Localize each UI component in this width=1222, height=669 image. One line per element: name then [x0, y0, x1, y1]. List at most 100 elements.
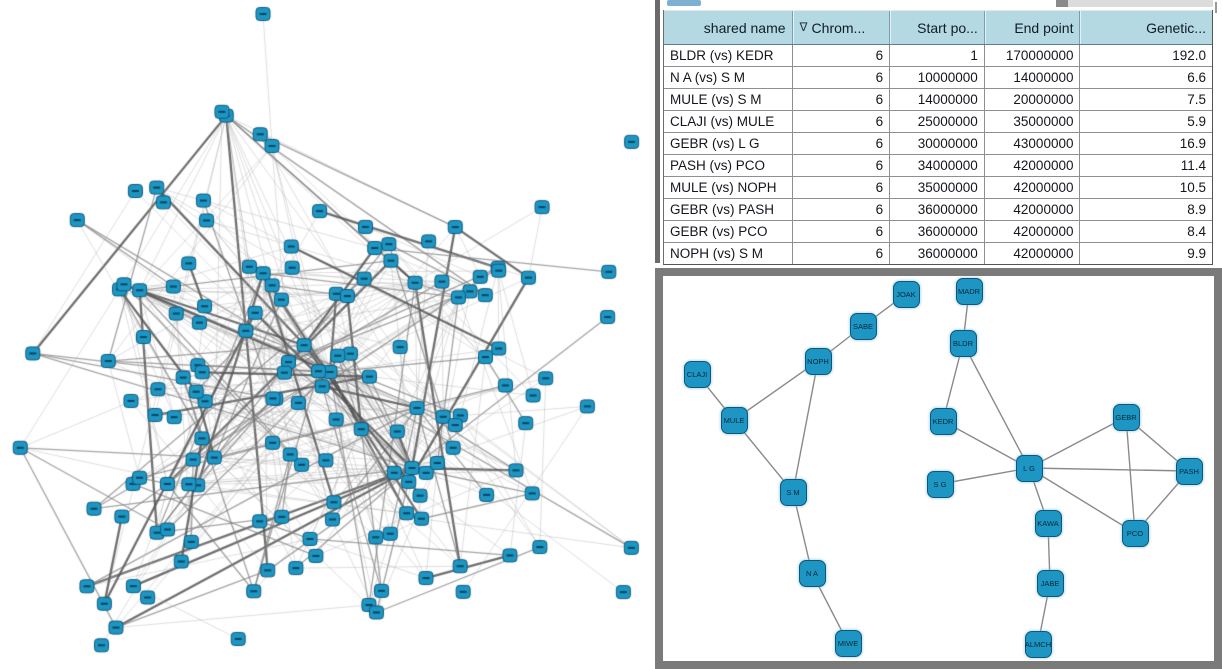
- node-label: JABE: [1040, 578, 1060, 588]
- sort-descending-icon: ∇: [799, 19, 808, 34]
- table-cell: 25000000: [890, 111, 985, 132]
- table-row[interactable]: PASH (vs) PCO 6 34000000 42000000 11.4: [664, 155, 1212, 177]
- table-row[interactable]: GEBR (vs) PCO 6 36000000 42000000 8.4: [664, 221, 1212, 243]
- node-joak[interactable]: JOAK: [892, 280, 920, 308]
- node-almch[interactable]: ALMCH: [1024, 630, 1052, 658]
- table-row[interactable]: GEBR (vs) L G 6 30000000 43000000 16.9: [664, 133, 1212, 155]
- subnetwork-edge[interactable]: [1028, 467, 1190, 472]
- node-label: MIWE: [837, 638, 859, 648]
- node-n-a[interactable]: N A: [798, 559, 826, 587]
- node-gebr[interactable]: GEBR: [1112, 403, 1140, 431]
- column-header-label: End point: [1014, 19, 1074, 36]
- subnetwork-edge[interactable]: [939, 467, 1030, 485]
- node-jabe[interactable]: JABE: [1036, 569, 1064, 597]
- table-cell: NOPH (vs) S M: [664, 243, 793, 264]
- table-cell: 6: [793, 133, 891, 154]
- table-row[interactable]: MULE (vs) NOPH 6 35000000 42000000 10.5: [664, 177, 1212, 199]
- column-header-label: Chrom...: [811, 19, 866, 36]
- node-claji[interactable]: CLAJI: [683, 360, 711, 388]
- node-label: SABE: [852, 321, 873, 331]
- table-cell: GEBR (vs) L G: [664, 133, 793, 154]
- table-cell: 14000000: [985, 67, 1081, 88]
- table-cell: 8.9: [1187, 202, 1206, 217]
- node-sabe[interactable]: SABE: [849, 312, 877, 340]
- subnetwork-edge-layer: [696, 290, 1190, 645]
- table-cell: GEBR (vs) PCO: [664, 221, 793, 242]
- node-madr[interactable]: MADR: [955, 277, 983, 305]
- node-label: GEBR: [1115, 412, 1137, 422]
- table-cell: 6: [793, 199, 891, 220]
- column-header-start-po[interactable]: Start po...: [890, 11, 985, 44]
- horizontal-scrollbar-thumb[interactable]: [667, 0, 701, 6]
- node-label: PASH: [1179, 466, 1199, 476]
- panel-divider: [655, 0, 660, 263]
- node-miwe[interactable]: MIWE: [834, 629, 862, 657]
- node-pash[interactable]: PASH: [1175, 457, 1203, 485]
- subnetwork-edge[interactable]: [1028, 467, 1136, 534]
- table-cell: 35000000: [985, 111, 1081, 132]
- table-cell: 30000000: [890, 133, 985, 154]
- table-cell: 10000000: [890, 67, 985, 88]
- table-cell: 6.6: [1187, 70, 1206, 85]
- table-cell: 6: [793, 67, 891, 88]
- subnetwork-edge[interactable]: [792, 360, 819, 493]
- table-cell: 14000000: [890, 89, 985, 110]
- node-mule[interactable]: MULE: [720, 406, 748, 434]
- node-label: PCO: [1126, 528, 1144, 538]
- node-label: KEDR: [932, 416, 954, 426]
- table-cell: CLAJI (vs) MULE: [664, 111, 793, 132]
- node-label: CLAJI: [686, 369, 708, 379]
- column-header-end-point[interactable]: End point: [984, 11, 1081, 44]
- table-cell: 9.9: [1187, 246, 1206, 261]
- table-cell: GEBR (vs) PASH: [664, 199, 793, 220]
- table-cell: 34000000: [890, 155, 985, 176]
- subnetwork-edge[interactable]: [942, 420, 1030, 469]
- table-cell: 6: [793, 177, 891, 198]
- table-row[interactable]: N A (vs) S M 6 10000000 14000000 6.6: [664, 67, 1212, 89]
- vertical-scrollbar-fragment: [1215, 2, 1217, 13]
- table-row[interactable]: BLDR (vs) KEDR 6 1 170000000 192.0: [664, 45, 1212, 67]
- subnetwork-edge[interactable]: [1125, 416, 1136, 534]
- column-header-label: shared name: [703, 19, 786, 36]
- table-header-row: shared name ∇ Chrom... Start po... End point…: [664, 10, 1212, 45]
- node-pco[interactable]: PCO: [1121, 519, 1149, 547]
- table-cell: 6: [793, 89, 891, 110]
- node-s-g[interactable]: S G: [926, 470, 954, 498]
- node-label: NOPH: [807, 356, 829, 366]
- column-header-shared-name[interactable]: shared name: [664, 11, 793, 44]
- table-row[interactable]: MULE (vs) S M 6 14000000 20000000 7.5: [664, 89, 1212, 111]
- node-label: N A: [805, 568, 819, 578]
- table-cell: 20000000: [985, 89, 1081, 110]
- edge-attribute-table: shared name ∇ Chrom... Start po... End point…: [663, 10, 1213, 265]
- table-row[interactable]: GEBR (vs) PASH 6 36000000 42000000 8.9: [664, 199, 1212, 221]
- column-header-label: Genetic...: [1146, 19, 1206, 36]
- node-noph[interactable]: NOPH: [804, 347, 832, 375]
- table-cell: 6: [793, 45, 891, 66]
- node-label: MADR: [957, 286, 981, 296]
- column-header-chrom[interactable]: ∇ Chrom...: [792, 11, 891, 44]
- overview-network-canvas[interactable]: [0, 0, 655, 669]
- table-cell: 5.9: [1187, 114, 1206, 129]
- node-kawa[interactable]: KAWA: [1034, 509, 1062, 537]
- scrollbar-mark: [1056, 0, 1068, 7]
- table-row[interactable]: NOPH (vs) S M 6 36000000 42000000 9.9: [664, 243, 1212, 264]
- subnetwork-edge[interactable]: [733, 360, 819, 421]
- node-s-m[interactable]: S M: [779, 478, 807, 506]
- subnetwork-edge[interactable]: [1028, 416, 1127, 469]
- table-cell: MULE (vs) S M: [664, 89, 793, 110]
- table-cell: 42000000: [985, 221, 1081, 242]
- subnetwork-panel[interactable]: JOAK MADR SABE NOPH BLDR CLAJI MULE KEDR GEBR L G…: [655, 268, 1222, 669]
- node-bldr[interactable]: BLDR: [949, 329, 977, 357]
- table-cell: 42000000: [985, 155, 1081, 176]
- column-header-genetic[interactable]: Genetic...: [1080, 11, 1212, 44]
- node-kedr[interactable]: KEDR: [929, 407, 957, 435]
- table-cell: 6: [793, 111, 891, 132]
- horizontal-scrollbar-track[interactable]: [1068, 0, 1213, 7]
- node-label: MULE: [723, 415, 745, 425]
- node-l-g[interactable]: L G: [1015, 454, 1043, 482]
- subnetwork-edge[interactable]: [962, 342, 1030, 469]
- table-cell: 6: [793, 155, 891, 176]
- node-label: L G: [1023, 463, 1035, 473]
- table-row[interactable]: CLAJI (vs) MULE 6 25000000 35000000 5.9: [664, 111, 1212, 133]
- column-header-label: Start po...: [917, 19, 978, 36]
